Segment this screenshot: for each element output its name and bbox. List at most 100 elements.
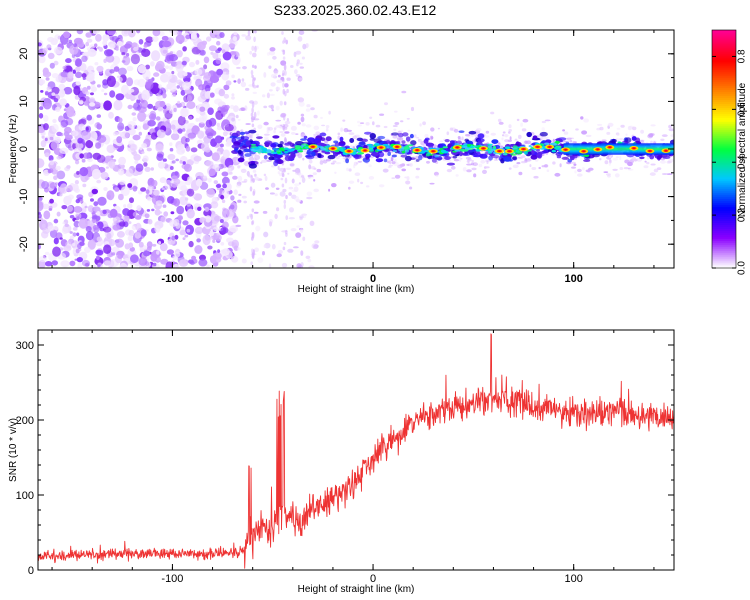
noise-blob	[505, 134, 508, 138]
colorbar-stripe	[712, 184, 736, 188]
signal-blob	[512, 156, 517, 160]
noise-blob	[251, 74, 254, 79]
noise-blob	[483, 135, 490, 138]
noise-blob	[253, 77, 256, 81]
noise-blob	[650, 124, 656, 127]
noise-blob	[199, 106, 206, 112]
signal-core	[294, 147, 301, 150]
signal-blob	[338, 143, 346, 147]
noise-blob	[153, 189, 160, 196]
noise-blob	[195, 117, 200, 122]
noise-blob	[75, 198, 81, 204]
colorbar-stripe	[712, 103, 736, 106]
noise-blob	[263, 121, 269, 126]
noise-blob	[520, 122, 523, 127]
noise-blob	[212, 52, 219, 59]
colorbar-stripe	[712, 196, 736, 200]
noise-blob	[125, 215, 130, 219]
noise-blob	[209, 75, 220, 83]
noise-blob	[283, 199, 287, 204]
signal-peak	[415, 149, 419, 152]
noise-blob	[65, 134, 73, 141]
noise-blob	[251, 45, 255, 51]
noise-blob	[156, 250, 160, 255]
signal-blob	[387, 151, 392, 156]
noise-blob	[180, 136, 188, 145]
noise-blob	[176, 251, 180, 255]
noise-blob	[85, 231, 94, 241]
noise-blob	[248, 156, 255, 162]
colorbar-stripe	[712, 256, 736, 259]
noise-blob	[291, 132, 296, 135]
colorbar-stripe	[712, 37, 736, 41]
noise-blob	[208, 117, 217, 127]
noise-blob	[106, 75, 116, 88]
noise-blob	[116, 41, 123, 46]
noise-blob	[253, 111, 257, 119]
signal-blob	[363, 144, 368, 149]
colorbar: 0.0 0.2 0.4 0.6 0.8	[711, 29, 748, 275]
noise-blob	[96, 236, 103, 242]
noise-blob	[225, 250, 233, 259]
noise-blob	[177, 115, 186, 126]
noise-blob	[87, 205, 94, 213]
noise-blob	[79, 167, 89, 177]
noise-blob	[257, 257, 264, 263]
noise-blob	[251, 252, 255, 259]
noise-blob	[170, 211, 175, 215]
x-tick-label: 0	[370, 573, 376, 585]
noise-blob	[53, 175, 58, 180]
noise-blob	[85, 41, 90, 47]
noise-blob	[176, 50, 183, 58]
colorbar-stripe	[712, 150, 736, 154]
signal-blob	[377, 151, 385, 158]
colorbar-stripe	[712, 152, 736, 156]
noise-blob	[439, 140, 444, 142]
noise-blob	[241, 195, 247, 199]
noise-blob	[348, 168, 352, 172]
noise-blob	[109, 69, 115, 74]
signal-core	[320, 146, 324, 150]
signal-blob	[237, 149, 242, 155]
noise-blob	[116, 231, 125, 238]
noise-blob	[302, 236, 306, 241]
noise-blob	[433, 171, 439, 176]
noise-blob	[580, 116, 584, 120]
signal-core	[551, 149, 556, 153]
noise-blob	[389, 160, 392, 165]
noise-blob	[391, 161, 396, 164]
noise-blob	[143, 44, 148, 48]
colorbar-stripe	[712, 115, 736, 118]
noise-blob	[490, 111, 495, 115]
colorbar-stripe	[712, 222, 736, 225]
noise-blob	[87, 158, 93, 163]
colorbar-stripe	[712, 210, 736, 214]
noise-blob	[175, 61, 182, 69]
noise-blob	[216, 40, 221, 46]
noise-blob	[96, 114, 102, 118]
noise-blob	[102, 79, 109, 86]
noise-blob	[296, 170, 301, 176]
noise-blob	[133, 102, 142, 111]
noise-blob	[204, 206, 210, 212]
noise-blob	[172, 263, 180, 268]
noise-blob	[190, 32, 197, 40]
noise-blob	[266, 129, 270, 134]
noise-blob	[152, 36, 159, 42]
noise-blob	[257, 124, 263, 130]
noise-blob	[233, 31, 238, 36]
noise-blob	[571, 161, 576, 164]
noise-blob	[186, 101, 196, 109]
noise-blob	[283, 167, 286, 173]
colorbar-stripe	[712, 154, 736, 158]
noise-blob	[186, 95, 192, 102]
signal-blob	[418, 154, 423, 161]
noise-blob	[78, 218, 88, 229]
noise-blob	[194, 245, 203, 254]
noise-blob	[188, 116, 193, 120]
noise-blob	[279, 191, 286, 197]
colorbar-stripe	[712, 89, 736, 93]
noise-blob	[53, 46, 63, 55]
noise-blob	[93, 201, 99, 207]
noise-blob	[461, 136, 464, 141]
